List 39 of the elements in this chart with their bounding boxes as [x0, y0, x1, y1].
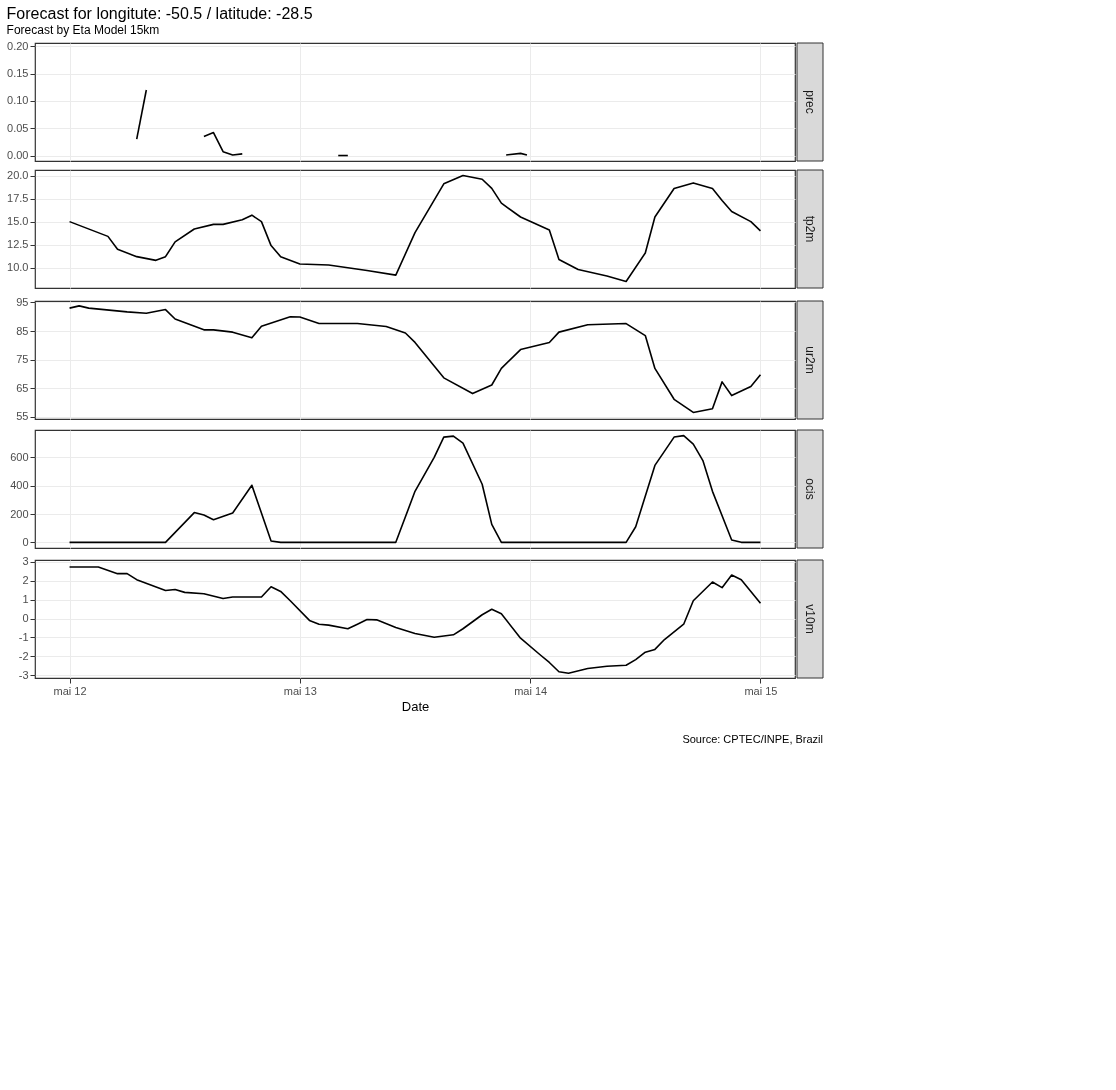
y-tick-label: 2 — [22, 574, 29, 587]
y-tick-label: 95 — [16, 295, 29, 308]
x-tick-label: mai 13 — [283, 684, 317, 697]
y-tick-label: 10.0 — [7, 261, 29, 274]
y2-axis-title: tp2m — [803, 215, 817, 243]
y-tick-label: 0 — [22, 612, 29, 625]
chart-subtitle: Forecast by Eta Model 15km — [6, 23, 160, 38]
y-tick-label: 600 — [10, 450, 29, 463]
y-tick-label: 65 — [16, 381, 29, 394]
y2-axis-title: ur2m — [803, 346, 817, 374]
source-note: Source: CPTEC/INPE, Brazil — [682, 733, 823, 745]
y-tick-label: 0 — [22, 535, 29, 548]
y-tick-label: 200 — [10, 507, 29, 520]
y-tick-label: -3 — [18, 668, 29, 681]
y-tick-label: -2 — [18, 649, 29, 662]
y-tick-label: 15.0 — [7, 215, 29, 228]
y-tick-label: 12.5 — [7, 238, 29, 251]
y2-axis-title: ocis — [803, 478, 817, 500]
x-tick-label: mai 15 — [744, 684, 778, 697]
y-tick-label: 85 — [16, 324, 29, 337]
y-tick-label: 0.10 — [7, 94, 29, 107]
y-tick-label: 0.15 — [7, 67, 29, 80]
y-tick-label: 1 — [22, 593, 29, 606]
y-tick-label: 3 — [22, 555, 29, 568]
y-tick-label: 75 — [16, 353, 29, 366]
y-tick-label: 20.0 — [7, 169, 29, 182]
y-tick-label: 17.5 — [7, 192, 29, 205]
x-tick-label: mai 14 — [514, 684, 548, 697]
y-tick-label: 0.20 — [7, 39, 29, 52]
y-tick-label: 55 — [16, 410, 29, 423]
x-axis-title: Date — [401, 698, 430, 714]
chart-title: Forecast for longitute: -50.5 / latitude: -28.5 — [6, 5, 313, 23]
x-tick-label: mai 12 — [53, 684, 87, 697]
y2-axis-title: v10m — [803, 604, 817, 634]
y2-axis-title: prec — [803, 90, 817, 114]
y-tick-label: 0.05 — [7, 121, 29, 134]
y-tick-label: -1 — [18, 630, 29, 643]
y-tick-label: 0.00 — [7, 149, 29, 162]
y-tick-label: 400 — [10, 479, 29, 492]
